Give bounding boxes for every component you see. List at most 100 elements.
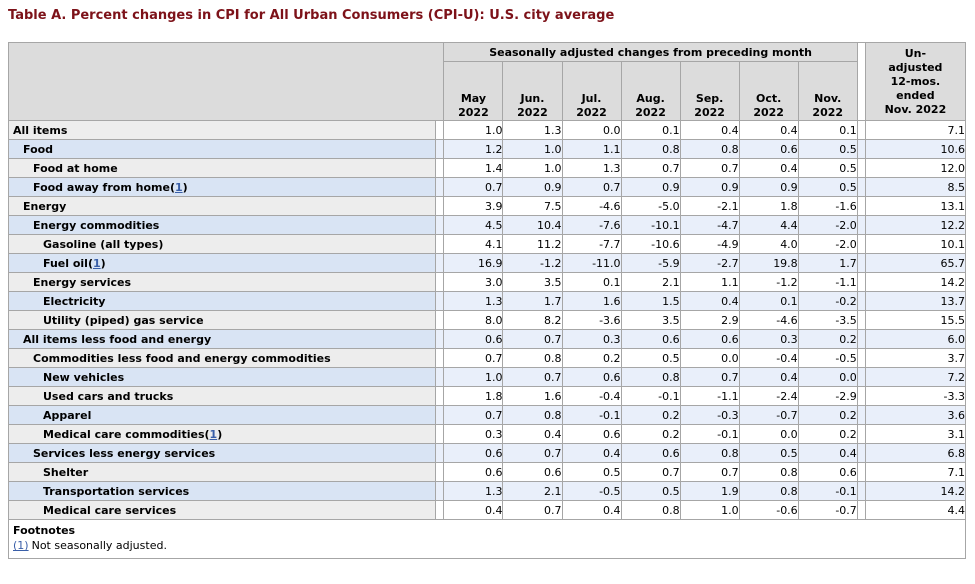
spacer-cell bbox=[435, 329, 445, 349]
data-cell: 2.1 bbox=[502, 481, 563, 501]
table-body: All items 1.0 1.3 0.0 0.1 0.4 0.4 0.1 7.1 Food 1.2… bbox=[7, 120, 967, 520]
table-row: All items less food and energy 0.6 0.7 0.3 0… bbox=[7, 329, 967, 349]
footnotes-row: Footnotes (1) Not seasonally adjusted. bbox=[8, 519, 966, 559]
data-cell: 0.7 bbox=[502, 329, 563, 349]
row-label: Food bbox=[7, 139, 437, 159]
footnote-text: Not seasonally adjusted. bbox=[31, 539, 167, 552]
spacer-cell bbox=[856, 443, 866, 463]
footnote-link[interactable]: (1) bbox=[13, 539, 29, 552]
data-cell: 0.0 bbox=[561, 120, 622, 140]
corner-cell bbox=[7, 42, 445, 121]
data-cell: 1.3 bbox=[443, 481, 504, 501]
unadjusted-12mo-cell: 3.1 bbox=[864, 424, 967, 444]
cpi-table: Seasonally adjusted changes from precedi… bbox=[7, 42, 967, 559]
data-cell: 0.4 bbox=[561, 443, 622, 463]
data-cell: -1.2 bbox=[502, 253, 563, 273]
row-label: New vehicles bbox=[7, 367, 437, 387]
data-cell: 0.7 bbox=[502, 500, 563, 520]
month-header-row: May 2022 Jun. 2022 Jul. 2022 Aug. 2022 Sep. 2022 O… bbox=[9, 61, 966, 121]
row-label: Fuel oil(1) bbox=[7, 253, 437, 273]
row-label: Medical care commodities(1) bbox=[7, 424, 437, 444]
data-cell: -3.6 bbox=[561, 310, 622, 330]
data-cell: 1.0 bbox=[443, 120, 504, 140]
table-row: Medical care commodities(1) 0.3 0.4 0.6 0.2-… bbox=[7, 424, 967, 444]
spacer-cell bbox=[435, 177, 445, 197]
data-cell: 0.7 bbox=[679, 367, 740, 387]
column-header-may-2022: May 2022 bbox=[443, 61, 504, 121]
data-cell: 1.4 bbox=[443, 158, 504, 178]
data-cell: -1.2 bbox=[738, 272, 799, 292]
table-row: Medical care services 0.4 0.7 0.4 0.8 1.0 -0.6… bbox=[7, 500, 967, 520]
spacer-cell bbox=[856, 424, 866, 444]
spacer-cell bbox=[435, 500, 445, 520]
spacer-cell bbox=[856, 196, 866, 216]
unadjusted-12mo-cell: 13.1 bbox=[864, 196, 967, 216]
table-row: Gasoline (all types) 4.1 11.2 -7.7 -10.6 -4.9… bbox=[7, 234, 967, 254]
column-header-jul-2022: Jul. 2022 bbox=[561, 61, 622, 121]
data-cell: 0.1 bbox=[561, 272, 622, 292]
spacer-cell bbox=[435, 139, 445, 159]
data-cell: -10.6 bbox=[620, 234, 681, 254]
data-cell: 10.4 bbox=[502, 215, 563, 235]
unadjusted-12mo-cell: 6.8 bbox=[864, 443, 967, 463]
row-label: Energy services bbox=[7, 272, 437, 292]
data-cell: 4.4 bbox=[738, 215, 799, 235]
unadjusted-12mo-cell: -3.3 bbox=[864, 386, 967, 406]
unadjusted-12mo-cell: 10.6 bbox=[864, 139, 967, 159]
unadjusted-12mo-cell: 3.7 bbox=[864, 348, 967, 368]
column-header-jun-2022: Jun. 2022 bbox=[502, 61, 563, 121]
spacer-cell bbox=[856, 139, 866, 159]
spacer-cell bbox=[856, 272, 866, 292]
table-row: Transportation services 1.3 2.1 -0.5 0.5 1.9 0… bbox=[7, 481, 967, 501]
data-cell: 0.6 bbox=[797, 462, 858, 482]
data-cell: 4.0 bbox=[738, 234, 799, 254]
data-cell: 1.0 bbox=[502, 158, 563, 178]
data-cell: -0.1 bbox=[797, 481, 858, 501]
row-label: Food away from home(1) bbox=[7, 177, 437, 197]
unadjusted-12mo-cell: 14.2 bbox=[864, 481, 967, 501]
footnote-ref-link[interactable]: 1 bbox=[93, 256, 101, 270]
data-cell: 0.4 bbox=[797, 443, 858, 463]
data-cell: 0.6 bbox=[561, 424, 622, 444]
spacer-cell bbox=[856, 386, 866, 406]
row-label: Gasoline (all types) bbox=[7, 234, 437, 254]
spacer-cell bbox=[856, 481, 866, 501]
table-row: Energy services 3.0 3.5 0.1 2.1 1.1 -1.2 -1.1 14… bbox=[7, 272, 967, 292]
data-cell: 1.1 bbox=[561, 139, 622, 159]
data-cell: 0.1 bbox=[797, 120, 858, 140]
data-cell: 0.5 bbox=[738, 443, 799, 463]
data-cell: 0.8 bbox=[738, 462, 799, 482]
data-cell: 0.7 bbox=[679, 158, 740, 178]
data-cell: -3.5 bbox=[797, 310, 858, 330]
spacer-cell bbox=[435, 424, 445, 444]
data-cell: -1.1 bbox=[797, 272, 858, 292]
footnote-ref-link[interactable]: 1 bbox=[174, 180, 183, 194]
data-cell: -0.3 bbox=[679, 405, 740, 425]
data-cell: 1.8 bbox=[738, 196, 799, 216]
data-cell: 3.5 bbox=[502, 272, 563, 292]
data-cell: 1.1 bbox=[679, 272, 740, 292]
table-row: Apparel 0.7 0.8 -0.1 0.2 -0.3 -0.7 0.2 3.6 bbox=[7, 405, 967, 425]
data-cell: 11.2 bbox=[502, 234, 563, 254]
spacer-cell bbox=[435, 291, 445, 311]
data-cell: 1.3 bbox=[443, 291, 504, 311]
data-cell: 0.7 bbox=[502, 367, 563, 387]
data-cell: -7.7 bbox=[561, 234, 622, 254]
data-cell: 0.3 bbox=[738, 329, 799, 349]
data-cell: 0.9 bbox=[502, 177, 563, 197]
data-cell: 1.9 bbox=[679, 481, 740, 501]
unadjusted-12mo-cell: 14.2 bbox=[864, 272, 967, 292]
column-header-sep-2022: Sep. 2022 bbox=[679, 61, 740, 121]
data-cell: -0.7 bbox=[797, 500, 858, 520]
data-cell: 0.5 bbox=[561, 462, 622, 482]
table-row: Food at home 1.4 1.0 1.3 0.7 0.7 0.4 0.5 12.0 bbox=[7, 158, 967, 178]
data-cell: -0.5 bbox=[797, 348, 858, 368]
data-cell: 0.5 bbox=[620, 348, 681, 368]
data-cell: 0.9 bbox=[738, 177, 799, 197]
data-cell: 0.6 bbox=[443, 462, 504, 482]
row-label: Energy commodities bbox=[7, 215, 437, 235]
footnote-ref-link[interactable]: 1 bbox=[209, 427, 218, 441]
data-cell: -0.1 bbox=[679, 424, 740, 444]
table-row: Food away from home(1) 0.7 0.9 0.7 0.9 0.9 0.9… bbox=[7, 177, 967, 197]
data-cell: 0.8 bbox=[502, 405, 563, 425]
